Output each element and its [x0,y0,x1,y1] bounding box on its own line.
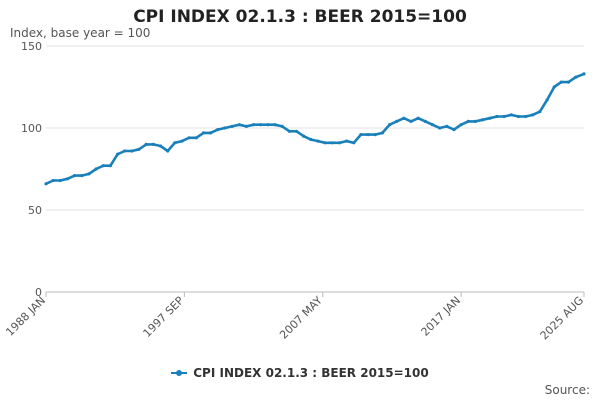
data-point [273,123,277,127]
data-point [388,123,392,127]
data-point [373,133,377,137]
data-point [194,136,198,140]
data-point [216,128,220,132]
data-point [116,152,120,156]
gridlines [46,45,584,211]
chart-title: CPI INDEX 02.1.3 : BEER 2015=100 [133,7,467,27]
x-tick-label: 2025 AUG [538,294,587,343]
data-point [359,133,363,137]
y-tick-label: 50 [28,204,42,217]
data-point [87,172,91,176]
data-point [130,149,134,153]
data-point [73,174,77,178]
data-point [409,119,413,123]
data-point [473,119,477,123]
data-point [337,141,342,145]
data-point [345,139,349,143]
data-point [380,131,384,135]
data-point [352,141,356,145]
data-point [452,128,456,132]
data-point [559,80,563,84]
source-label: Source: [544,383,590,397]
data-point [309,137,313,142]
x-tick-label: 2017 JAN [418,294,463,339]
data-point [137,147,141,151]
x-tick-label: 2007 MAY [277,294,325,342]
data-point [323,141,327,145]
data-point [574,75,578,79]
data-point [566,80,571,84]
data-point [173,141,177,145]
data-point [101,164,105,168]
axes [45,291,585,297]
data-point [445,124,449,128]
y-tick-label: 0 [35,286,42,299]
data-point [144,142,148,146]
legend-marker-icon [171,369,188,376]
x-tick-labels: 1988 JAN 1997 SEP 2007 MAY 2017 JAN 2025 AUG [3,294,586,343]
data-point [524,114,528,119]
data-point [280,124,284,128]
data-point [252,123,256,127]
data-point [108,164,112,168]
data-point [223,126,227,130]
data-point [316,139,320,143]
y-tick-label: 100 [21,122,42,135]
legend[interactable]: CPI INDEX 02.1.3 : BEER 2015=100 [0,366,600,380]
data-point [58,178,62,183]
data-point [180,139,184,143]
data-point [187,136,191,140]
x-tick-label: 1997 SEP [140,294,186,340]
data-point [330,141,334,145]
data-point [438,126,442,130]
x-tick-label: 1988 JAN [3,294,48,339]
data-point [94,167,98,171]
data-point [466,119,470,123]
data-point [237,123,241,127]
legend-label: CPI INDEX 02.1.3 : BEER 2015=100 [193,366,429,380]
series-layer [44,72,586,186]
data-point [481,118,485,122]
data-point [209,131,213,135]
data-point [516,114,521,119]
y-tick-labels: 0 50 100 150 [21,40,42,299]
y-tick-label: 150 [21,40,42,53]
y-axis-label: Index, base year = 100 [10,26,151,40]
data-point [531,113,535,117]
data-point [230,124,234,128]
data-point [509,113,513,117]
data-point [259,123,263,127]
data-point [123,149,127,153]
data-point [538,110,542,114]
data-point [166,149,170,153]
data-point [488,116,492,120]
data-point [65,177,70,181]
data-point [423,119,427,123]
data-point [402,116,406,120]
data-point [459,123,463,127]
data-point [294,129,299,133]
data-point [395,119,399,123]
data-point [266,123,270,127]
data-point [416,116,420,120]
data-point [244,124,248,128]
data-point [366,133,370,137]
data-point [51,178,55,183]
data-point [158,144,163,148]
data-point [495,114,499,119]
data-point [287,129,291,133]
data-point [430,123,435,127]
data-point [582,72,586,76]
data-point [502,114,506,119]
data-point [80,174,84,178]
data-point [552,85,556,89]
data-point [44,182,48,186]
series-line [44,72,586,186]
data-point [201,131,206,135]
data-point [545,98,549,102]
data-point [302,134,306,138]
data-point [151,142,155,146]
